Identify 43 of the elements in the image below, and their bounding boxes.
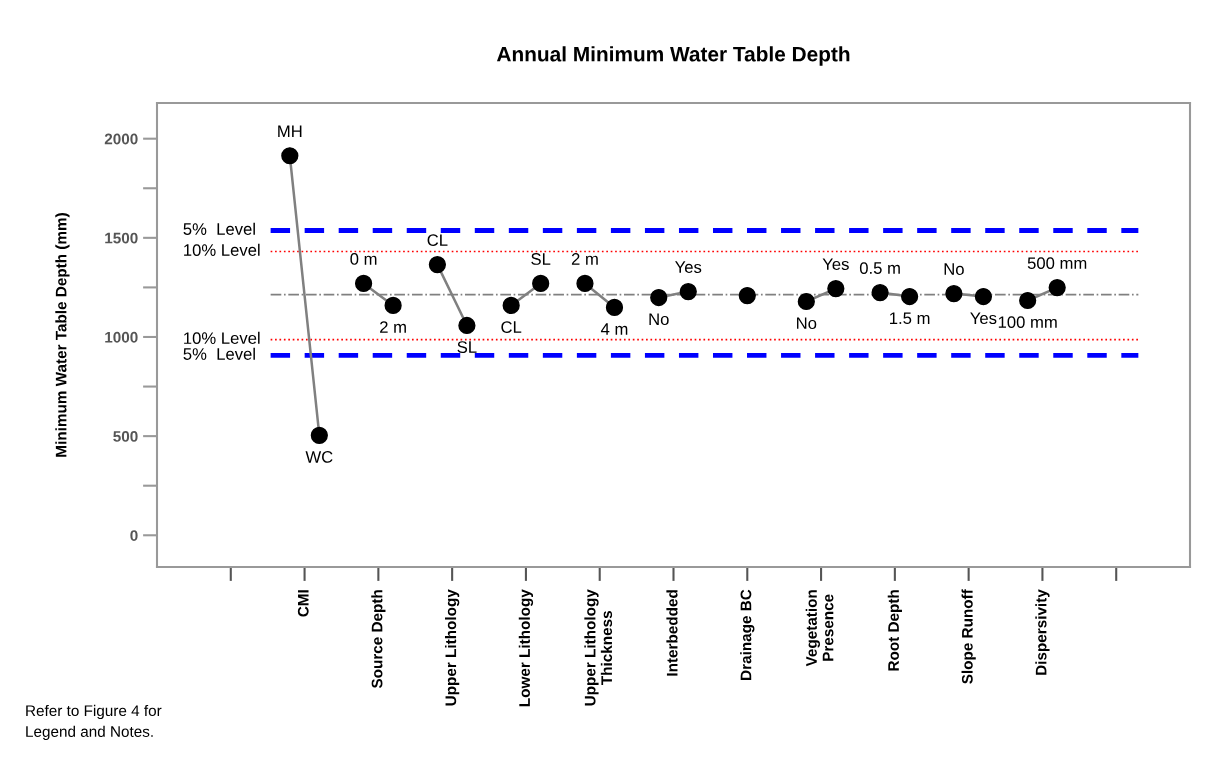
y-tick-label: 1500 <box>105 232 138 244</box>
annotation: 2 m <box>380 321 406 333</box>
x-tick-label: Upper Lithology Thickness <box>584 589 613 706</box>
annotation: No <box>797 317 817 330</box>
annotation: 1.5 m <box>890 312 930 325</box>
annotation: No <box>649 313 669 326</box>
x-tick-label: CMI <box>297 590 309 617</box>
annotation: MH <box>278 125 302 138</box>
x-tick-label: Upper Lithology <box>444 589 460 706</box>
ref-line-label: 5% Level <box>183 222 255 235</box>
x-tick-label: Vegetation Presence <box>805 590 834 667</box>
ref-line-label: 10% Level <box>184 243 260 256</box>
annotation: CL <box>501 321 522 333</box>
annotation: No <box>944 263 964 275</box>
y-tick-label: 1000 <box>105 331 138 343</box>
text: Refer to Figure 4 for Legend and Notes. <box>26 704 162 740</box>
annotation: 100 mm <box>998 316 1057 329</box>
annotation: 0.5 m <box>859 262 900 274</box>
x-tick-label: Source Depth <box>371 590 386 689</box>
y-tick-label: 0 <box>130 530 138 541</box>
y-tick-label: 500 <box>113 431 138 442</box>
x-tick-label: Slope Runoff <box>961 589 976 684</box>
x-tick-label: Interbedded <box>666 590 678 676</box>
ref-line-label: 10% Level <box>184 331 260 345</box>
annotation: Yes <box>822 258 849 271</box>
ref-line-label: 5% Level <box>183 347 255 360</box>
x-tick-label: Dispersivity <box>1035 589 1050 675</box>
annotation: Yes <box>675 261 702 273</box>
annotation: 0 m <box>350 253 377 265</box>
annotation: 500 mm <box>1027 257 1087 270</box>
annotation: 2 m <box>571 253 598 265</box>
annotation: WC <box>305 451 333 463</box>
y-tick-label: 2000 <box>104 133 138 145</box>
x-tick-label: Drainage BC <box>740 589 755 680</box>
x-tick-label: Lower Lithology <box>518 589 534 707</box>
annotation: SL <box>457 341 477 353</box>
annotation: CL <box>427 234 448 247</box>
annotation: 4 m <box>600 323 628 335</box>
x-tick-label: Root Depth <box>887 590 902 671</box>
annotation: Yes <box>970 312 997 325</box>
chart-title: Annual Minimum Water Table Depth <box>496 46 850 66</box>
annotation: SL <box>531 253 551 265</box>
y-axis-title: Minimum Water Table Depth (mm) <box>55 213 70 457</box>
